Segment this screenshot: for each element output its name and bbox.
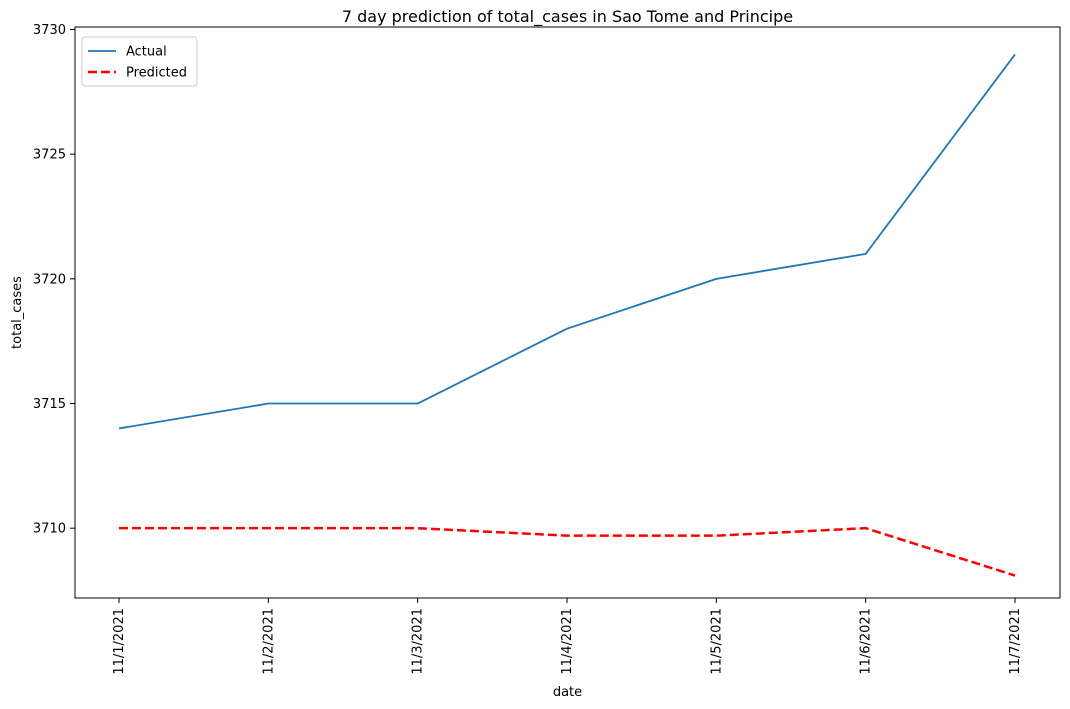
chart-title: 7 day prediction of total_cases in Sao T… (342, 7, 793, 27)
y-tick-label: 3710 (33, 522, 66, 537)
y-tick-label: 3730 (33, 23, 66, 38)
series-line-predicted (119, 526, 1016, 577)
plot-area (118, 53, 1016, 577)
legend-label: Predicted (126, 66, 187, 81)
x-axis-label: date (553, 685, 582, 700)
x-tick-label: 11/7/2021 (1008, 608, 1023, 675)
x-tick-label: 11/5/2021 (709, 608, 724, 675)
y-axis: 3710 3715 3720 3725 3730 (33, 23, 75, 537)
x-tick-label: 11/1/2021 (112, 608, 127, 675)
legend-box (81, 36, 198, 87)
legend: Actual Predicted (81, 36, 198, 87)
x-tick-label: 11/3/2021 (411, 608, 426, 675)
x-tick-label: 11/4/2021 (560, 608, 575, 675)
x-axis: 11/1/2021 11/2/2021 11/3/2021 11/4/2021 11/5… (112, 598, 1023, 675)
x-tick-label: 11/6/2021 (859, 608, 874, 675)
series-line-actual (118, 53, 1016, 430)
y-tick-label: 3720 (33, 272, 66, 287)
x-tick-label: 11/2/2021 (261, 608, 276, 675)
y-tick-label: 3725 (33, 148, 66, 163)
legend-label: Actual (126, 45, 167, 60)
y-axis-label: total_cases (10, 276, 25, 349)
y-tick-label: 3715 (33, 397, 66, 412)
plot-frame (74, 26, 1061, 599)
